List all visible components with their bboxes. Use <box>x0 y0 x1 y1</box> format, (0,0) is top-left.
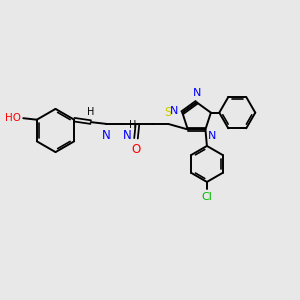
Text: HO: HO <box>5 113 22 123</box>
Text: N: N <box>102 129 111 142</box>
Text: Cl: Cl <box>202 192 212 203</box>
Text: N: N <box>208 131 216 141</box>
Text: O: O <box>131 143 141 156</box>
Text: N: N <box>123 129 132 142</box>
Text: N: N <box>170 106 178 116</box>
Text: H: H <box>128 120 136 130</box>
Text: S: S <box>164 106 172 119</box>
Text: N: N <box>192 88 201 98</box>
Text: H: H <box>87 107 94 117</box>
